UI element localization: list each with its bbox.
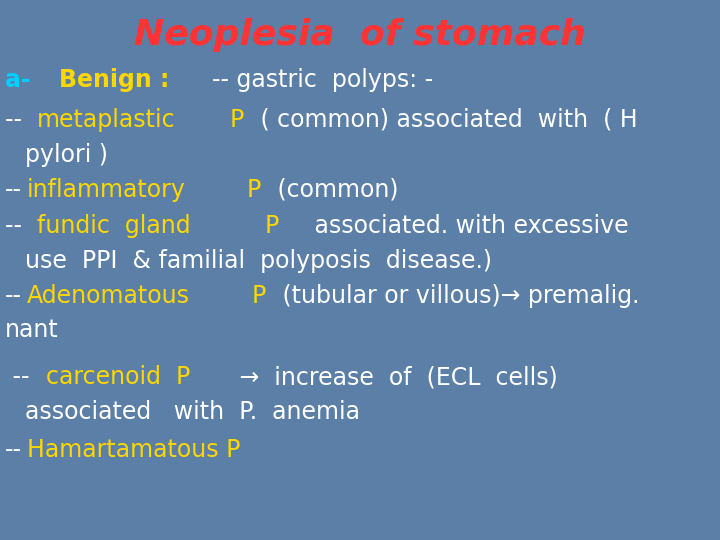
Text: --: -- <box>5 214 30 238</box>
Text: (common): (common) <box>270 178 398 202</box>
Text: Adenomatous: Adenomatous <box>27 284 190 308</box>
Text: a-: a- <box>5 68 47 92</box>
Text: -- gastric  polyps: -: -- gastric polyps: - <box>212 68 433 92</box>
Text: P: P <box>235 214 279 238</box>
Text: associated   with  P.  anemia: associated with P. anemia <box>25 400 360 424</box>
Text: --: -- <box>5 108 30 132</box>
Text: pylori ): pylori ) <box>25 143 108 167</box>
Text: --: -- <box>5 365 37 389</box>
Text: associated. with excessive: associated. with excessive <box>292 214 629 238</box>
Text: P: P <box>238 284 266 308</box>
Text: →  increase  of  (ECL  cells): → increase of (ECL cells) <box>233 365 558 389</box>
Text: --: -- <box>5 284 22 308</box>
Text: metaplastic: metaplastic <box>37 108 175 132</box>
Text: --: -- <box>5 178 22 202</box>
Text: P: P <box>232 178 261 202</box>
Text: (tubular or villous)→ premalig.: (tubular or villous)→ premalig. <box>275 284 639 308</box>
Text: carcenoid  P: carcenoid P <box>46 365 191 389</box>
Text: Neoplesia  of stomach: Neoplesia of stomach <box>134 18 586 52</box>
Text: Hamartamatous P: Hamartamatous P <box>27 438 240 462</box>
Text: use  PPI  & familial  polyposis  disease.): use PPI & familial polyposis disease.) <box>25 249 492 273</box>
Text: P: P <box>215 108 245 132</box>
Text: nant: nant <box>5 318 59 342</box>
Text: fundic  gland: fundic gland <box>37 214 190 238</box>
Text: inflammatory: inflammatory <box>27 178 186 202</box>
Text: ( common) associated  with  ( H: ( common) associated with ( H <box>253 108 638 132</box>
Text: Benign :: Benign : <box>59 68 178 92</box>
Text: --: -- <box>5 438 22 462</box>
